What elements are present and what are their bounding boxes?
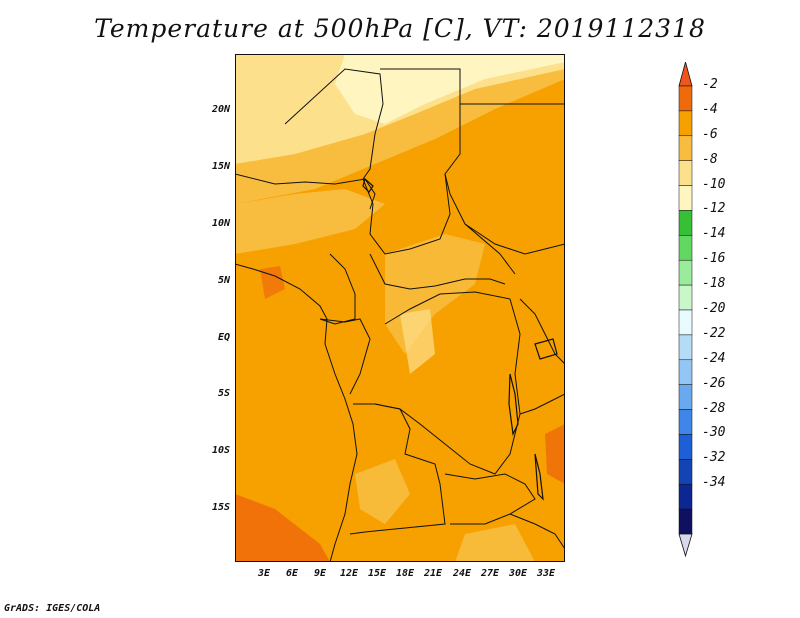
shade-patch-warm-southwest bbox=[235, 494, 330, 562]
lake-victoria bbox=[534, 338, 558, 360]
colorbar-label: -6 bbox=[702, 126, 718, 142]
colorbar-segment bbox=[678, 259, 693, 286]
colorbar-segment bbox=[678, 483, 693, 510]
colorbar-segment bbox=[678, 434, 693, 460]
colorbar-segments bbox=[678, 62, 693, 558]
shade-patch-warm-gulf bbox=[260, 266, 285, 299]
colorbar-label: -28 bbox=[702, 400, 726, 416]
border-angola bbox=[349, 403, 446, 535]
colorbar-segment bbox=[678, 508, 693, 535]
colorbar-label: -16 bbox=[702, 251, 726, 267]
colorbar-segment bbox=[678, 110, 693, 137]
lake-chad bbox=[362, 177, 374, 193]
colorbar-segment bbox=[678, 309, 693, 336]
shade-band-north-pale bbox=[335, 54, 565, 124]
border-zambia bbox=[444, 473, 536, 525]
lat-label-10n: 10N bbox=[211, 218, 230, 229]
colorbar-label: -22 bbox=[702, 325, 726, 341]
border-cameroon bbox=[319, 253, 356, 325]
colorbar-label: -34 bbox=[702, 475, 726, 491]
colorbar-segment bbox=[678, 284, 693, 311]
colorbar-segment bbox=[678, 135, 693, 161]
lon-label-6e: 6E bbox=[285, 568, 299, 579]
lon-label-12e: 12E bbox=[339, 568, 359, 579]
border-congo-gabon bbox=[319, 318, 371, 395]
colorbar-segment bbox=[678, 409, 693, 435]
shade-patch-south-1 bbox=[355, 459, 410, 524]
colorbar-segment bbox=[678, 210, 693, 236]
colorbar-label: -8 bbox=[702, 151, 718, 167]
lon-label-30e: 30E bbox=[508, 568, 528, 579]
lat-label-5s: 5S bbox=[217, 388, 230, 399]
lat-label-15s: 15S bbox=[211, 502, 230, 513]
colorbar-label: -20 bbox=[702, 301, 726, 316]
border-niger-nigeria bbox=[235, 173, 376, 210]
lat-label-eq: EQ bbox=[217, 332, 230, 343]
colorbar-segment bbox=[678, 85, 693, 112]
border-libya-sudan bbox=[380, 68, 516, 275]
lon-label-9e: 9E bbox=[313, 568, 327, 579]
colorbar-label: -24 bbox=[702, 350, 726, 366]
colorbar-label: -18 bbox=[702, 276, 726, 292]
colorbar-segment bbox=[678, 160, 693, 186]
colorbar-label: -4 bbox=[702, 101, 718, 117]
border-chad bbox=[362, 173, 451, 255]
shade-patch-south-2 bbox=[455, 524, 535, 562]
colorbar-label: -26 bbox=[702, 375, 726, 391]
shade-patch-warm-east bbox=[545, 424, 565, 484]
colorbar-label: -2 bbox=[702, 77, 718, 92]
colorbar-segment bbox=[678, 334, 693, 361]
lon-label-21e: 21E bbox=[423, 568, 443, 579]
colorbar-segment bbox=[678, 235, 693, 261]
lat-label-20n: 20N bbox=[211, 104, 230, 115]
colorbar-bottom-arrow bbox=[678, 533, 693, 558]
country-borders bbox=[235, 68, 565, 562]
colorbar bbox=[678, 62, 693, 558]
shade-band-west bbox=[235, 189, 385, 254]
lakes bbox=[362, 177, 558, 501]
border-tanzania bbox=[519, 393, 565, 415]
lat-label-5n: 5N bbox=[217, 275, 230, 286]
map-frame bbox=[235, 54, 565, 562]
temperature-map bbox=[235, 54, 565, 562]
lon-label-3e: 3E bbox=[257, 568, 271, 579]
lon-label-33e: 33E bbox=[536, 568, 556, 579]
lon-label-27e: 27E bbox=[480, 568, 500, 579]
colorbar-segment bbox=[678, 459, 693, 485]
colorbar-label: -30 bbox=[702, 425, 726, 441]
border-coastline-west-africa bbox=[235, 263, 358, 562]
colorbar-label: -14 bbox=[702, 226, 726, 242]
grads-credit: GrADS: IGES/COLA bbox=[4, 603, 101, 614]
shade-patch-central-2 bbox=[400, 309, 435, 374]
border-sudan-south bbox=[464, 223, 565, 255]
lake-tanganyika bbox=[508, 373, 519, 437]
colorbar-segment bbox=[678, 185, 693, 211]
colorbar-label: -10 bbox=[702, 176, 726, 192]
lon-label-24e: 24E bbox=[452, 568, 472, 579]
colorbar-label: -32 bbox=[702, 450, 726, 466]
lat-label-10s: 10S bbox=[211, 445, 230, 456]
colorbar-label: -12 bbox=[702, 201, 726, 217]
lon-label-15e: 15E bbox=[367, 568, 387, 579]
colorbar-segment bbox=[678, 384, 693, 410]
border-car bbox=[369, 253, 506, 290]
colorbar-top-arrow bbox=[678, 62, 693, 87]
border-sahara-north bbox=[284, 68, 384, 180]
border-mozambique bbox=[509, 513, 565, 550]
lake-malawi bbox=[534, 453, 544, 501]
lon-label-18e: 18E bbox=[395, 568, 415, 579]
map-title: Temperature at 500hPa [C], VT: 201911231… bbox=[94, 14, 706, 43]
lat-label-15n: 15N bbox=[211, 161, 230, 172]
border-east-africa bbox=[519, 298, 565, 365]
colorbar-segment bbox=[678, 359, 693, 385]
